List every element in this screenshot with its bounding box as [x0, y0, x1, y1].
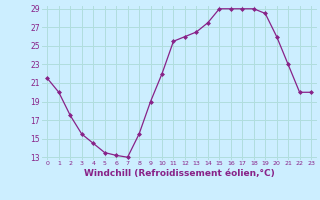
X-axis label: Windchill (Refroidissement éolien,°C): Windchill (Refroidissement éolien,°C): [84, 169, 275, 178]
